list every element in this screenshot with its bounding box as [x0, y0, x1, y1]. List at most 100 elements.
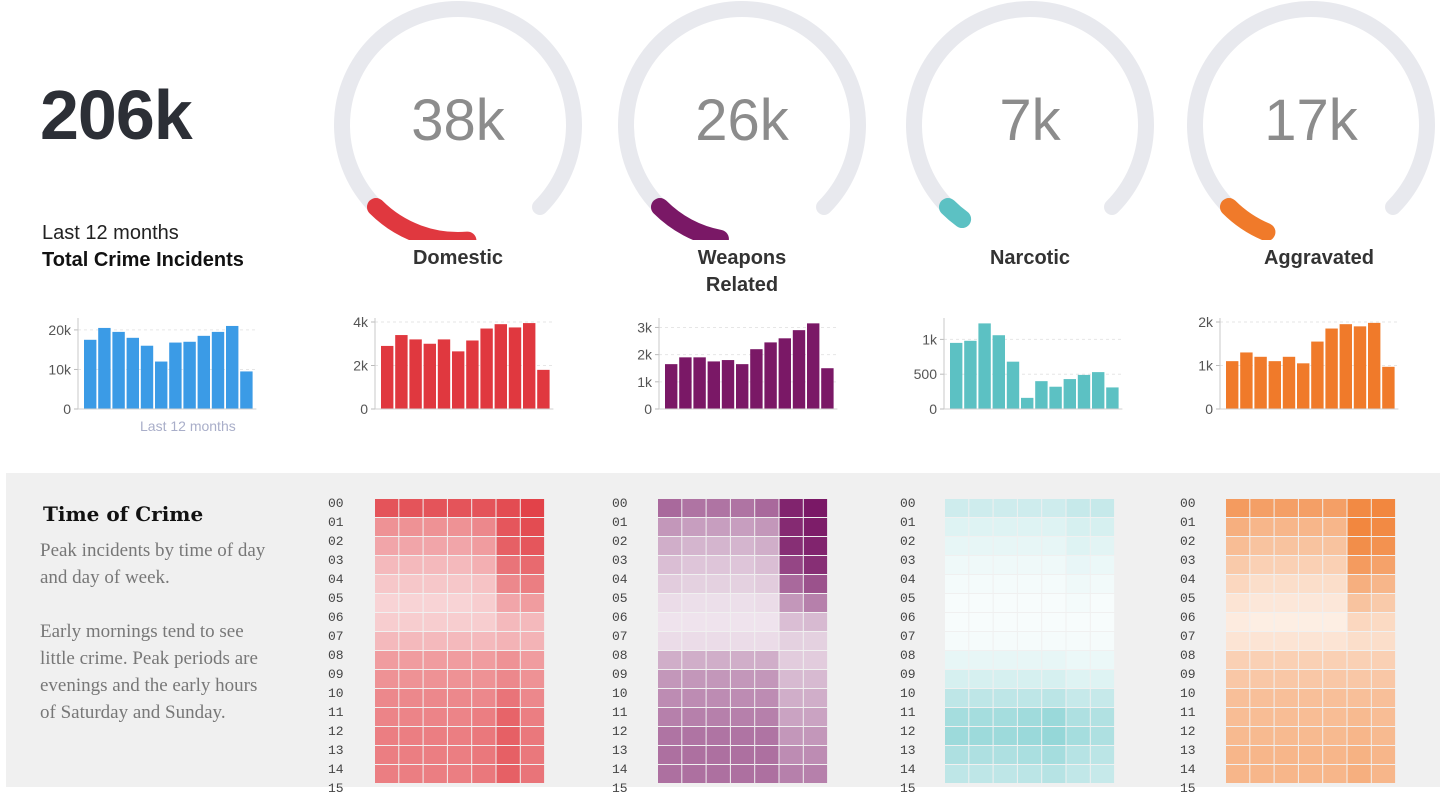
heatmap-cell — [779, 537, 803, 555]
heatmap-cell — [1017, 613, 1042, 631]
heatmap-cell — [755, 765, 779, 783]
heatmap-cell — [730, 556, 755, 574]
heatmap-cell — [1226, 518, 1250, 536]
heatmap-cell — [1017, 594, 1042, 612]
hour-label: 01 — [900, 515, 916, 530]
heatmap-cell — [1347, 651, 1371, 669]
heatmap-cell — [375, 727, 399, 745]
heatmap-cell — [1226, 632, 1250, 650]
heatmap-cell — [730, 670, 755, 688]
hour-label: 08 — [1180, 648, 1196, 663]
time-of-crime-title: Time of Crime — [43, 502, 204, 526]
heatmap-cell — [423, 670, 447, 688]
heatmap-cell — [730, 613, 755, 631]
heatmap-cell — [1323, 689, 1347, 707]
hour-label: 05 — [1180, 591, 1196, 606]
heatmap-cell — [1347, 765, 1371, 783]
heatmap-cell — [1371, 727, 1396, 745]
category-label-narcotic: Narcotic — [900, 245, 1160, 272]
heatmap-cell — [1323, 632, 1347, 650]
heatmap-cell — [658, 632, 682, 650]
heatmap-cell — [706, 670, 730, 688]
heatmap-cell — [399, 670, 423, 688]
heatmap-cell — [423, 537, 447, 555]
gauge-narcotic-value: 7k — [999, 88, 1061, 153]
heatmap-cell — [1066, 670, 1090, 688]
heatmap-cell — [447, 746, 472, 764]
hour-label: 06 — [612, 610, 628, 625]
heatmap-cell — [803, 651, 828, 669]
bar — [1382, 366, 1395, 409]
heatmap-cell — [447, 632, 472, 650]
heatmap-cell — [1298, 727, 1323, 745]
heatmap-cell — [1371, 746, 1396, 764]
heatmap-cell — [423, 575, 447, 593]
heatmap-cell — [375, 518, 399, 536]
heatmap-cell — [803, 518, 828, 536]
heatmap-cell — [472, 708, 496, 726]
heatmap-cell — [730, 575, 755, 593]
heatmap-cell — [520, 575, 545, 593]
heatmap-cell — [1371, 594, 1396, 612]
heatmap-cell — [1042, 651, 1066, 669]
heatmap-cell — [447, 670, 472, 688]
bar — [750, 349, 763, 409]
heatmap-cell — [945, 632, 969, 650]
heatmap-cell — [1371, 670, 1396, 688]
heatmap-cell — [945, 746, 969, 764]
heatmap-cell — [1298, 613, 1323, 631]
gauge-aggravated: 17k — [1181, 0, 1440, 240]
heatmap-cell — [706, 499, 730, 517]
heatmap-cell — [658, 746, 682, 764]
heatmap-hour-axis: 00 01 02 03 04 05 06 07 08 09 10 11 12 13 14 15 — [900, 497, 916, 801]
heatmap-cell — [1298, 670, 1323, 688]
heatmap-cell — [803, 537, 828, 555]
heatmap-cell — [1017, 651, 1042, 669]
hour-label: 15 — [328, 781, 344, 796]
heatmap-cell — [447, 651, 472, 669]
gauge-aggravated-arc — [1187, 1, 1435, 240]
heatmap-cell — [375, 765, 399, 783]
heatmap-cell — [1250, 613, 1274, 631]
hour-label: 15 — [612, 781, 628, 796]
heatmap-cell — [399, 746, 423, 764]
total-incidents-value: 206k — [40, 76, 193, 154]
heatmap-cell — [1042, 727, 1066, 745]
hour-label: 00 — [1180, 496, 1196, 511]
heatmap-cell — [779, 556, 803, 574]
gauge-weapons-arc — [618, 1, 866, 240]
heatmap-cell — [472, 632, 496, 650]
heatmap-cell — [1090, 556, 1115, 574]
time-of-crime-note: Early mornings tend to see little crime.… — [40, 621, 258, 723]
heatmap-cell — [447, 765, 472, 783]
heatmap-cell — [779, 746, 803, 764]
heatmap-cell — [755, 499, 779, 517]
heatmap-cell — [375, 670, 399, 688]
heatmap-cell — [1226, 727, 1250, 745]
heatmap-narcotic-grid — [945, 499, 1115, 783]
bar — [792, 330, 806, 409]
heatmap-cell — [993, 727, 1017, 745]
heatmap-cell — [1250, 499, 1274, 517]
bar — [508, 327, 522, 409]
heatmap-cell — [1226, 746, 1250, 764]
heatmap-cell — [730, 518, 755, 536]
heatmap-cell — [682, 689, 706, 707]
heatmap-cell — [423, 765, 447, 783]
heatmap-cell — [1274, 651, 1298, 669]
gauge-weapons: 26k — [612, 0, 872, 240]
heatmap-cell — [1090, 499, 1115, 517]
heatmap-cell — [1226, 765, 1250, 783]
heatmap-cell — [1347, 708, 1371, 726]
heatmap-cell — [1250, 708, 1274, 726]
heatmap-cell — [803, 746, 828, 764]
heatmap-cell — [423, 594, 447, 612]
hour-label: 06 — [328, 610, 344, 625]
heatmap-cell — [706, 613, 730, 631]
heatmap-cell — [447, 689, 472, 707]
heatmap-cell — [945, 518, 969, 536]
heatmap-cell — [969, 537, 993, 555]
heatmap-cell — [1226, 613, 1250, 631]
heatmap-cell — [1090, 708, 1115, 726]
bar — [1297, 363, 1310, 409]
